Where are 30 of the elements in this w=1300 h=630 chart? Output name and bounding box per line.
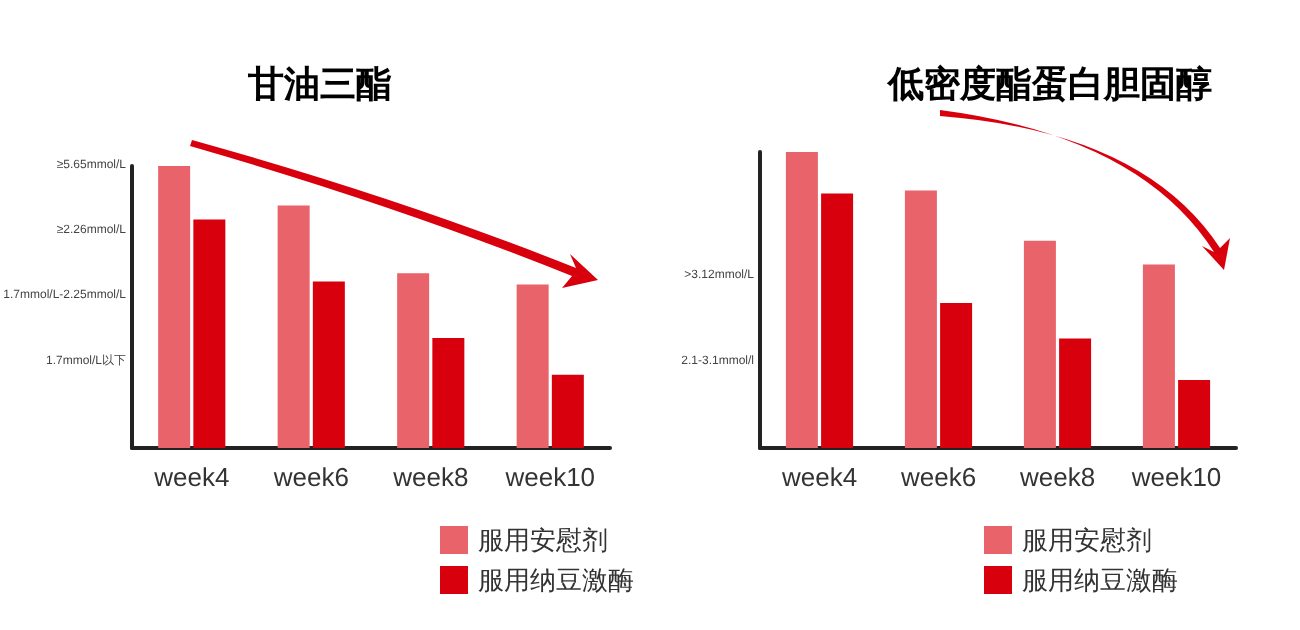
bar — [312, 281, 345, 448]
legend-label: 服用纳豆激酶 — [478, 565, 634, 595]
bar — [432, 338, 465, 448]
legend-label: 服用安慰剂 — [1022, 525, 1152, 555]
x-tick-label: week4 — [779, 462, 858, 492]
bar — [193, 219, 226, 448]
legend-label: 服用安慰剂 — [478, 525, 608, 555]
bar — [785, 152, 818, 448]
bar — [1059, 338, 1092, 448]
bar — [397, 273, 430, 448]
bar — [1023, 240, 1056, 448]
x-tick-label: week6 — [898, 462, 977, 492]
x-tick-label: week6 — [271, 462, 349, 492]
legend-label: 服用纳豆激酶 — [1022, 565, 1178, 595]
chart-title: 甘油三酯 — [246, 64, 392, 104]
bar — [940, 302, 973, 448]
bar — [821, 193, 854, 448]
x-tick-label: week4 — [152, 462, 230, 492]
chart-title: 低密度酯蛋白胆固醇 — [886, 64, 1212, 104]
bar — [516, 284, 549, 448]
x-tick-label: week8 — [1017, 462, 1096, 492]
bar — [904, 190, 937, 448]
bar — [1142, 264, 1175, 448]
x-tick-label: week8 — [391, 462, 469, 492]
bar — [551, 374, 584, 448]
bar — [277, 205, 310, 448]
bar — [1178, 379, 1211, 448]
bar — [158, 166, 191, 448]
x-tick-label: week10 — [503, 462, 596, 492]
x-tick-label: week10 — [1129, 462, 1222, 492]
